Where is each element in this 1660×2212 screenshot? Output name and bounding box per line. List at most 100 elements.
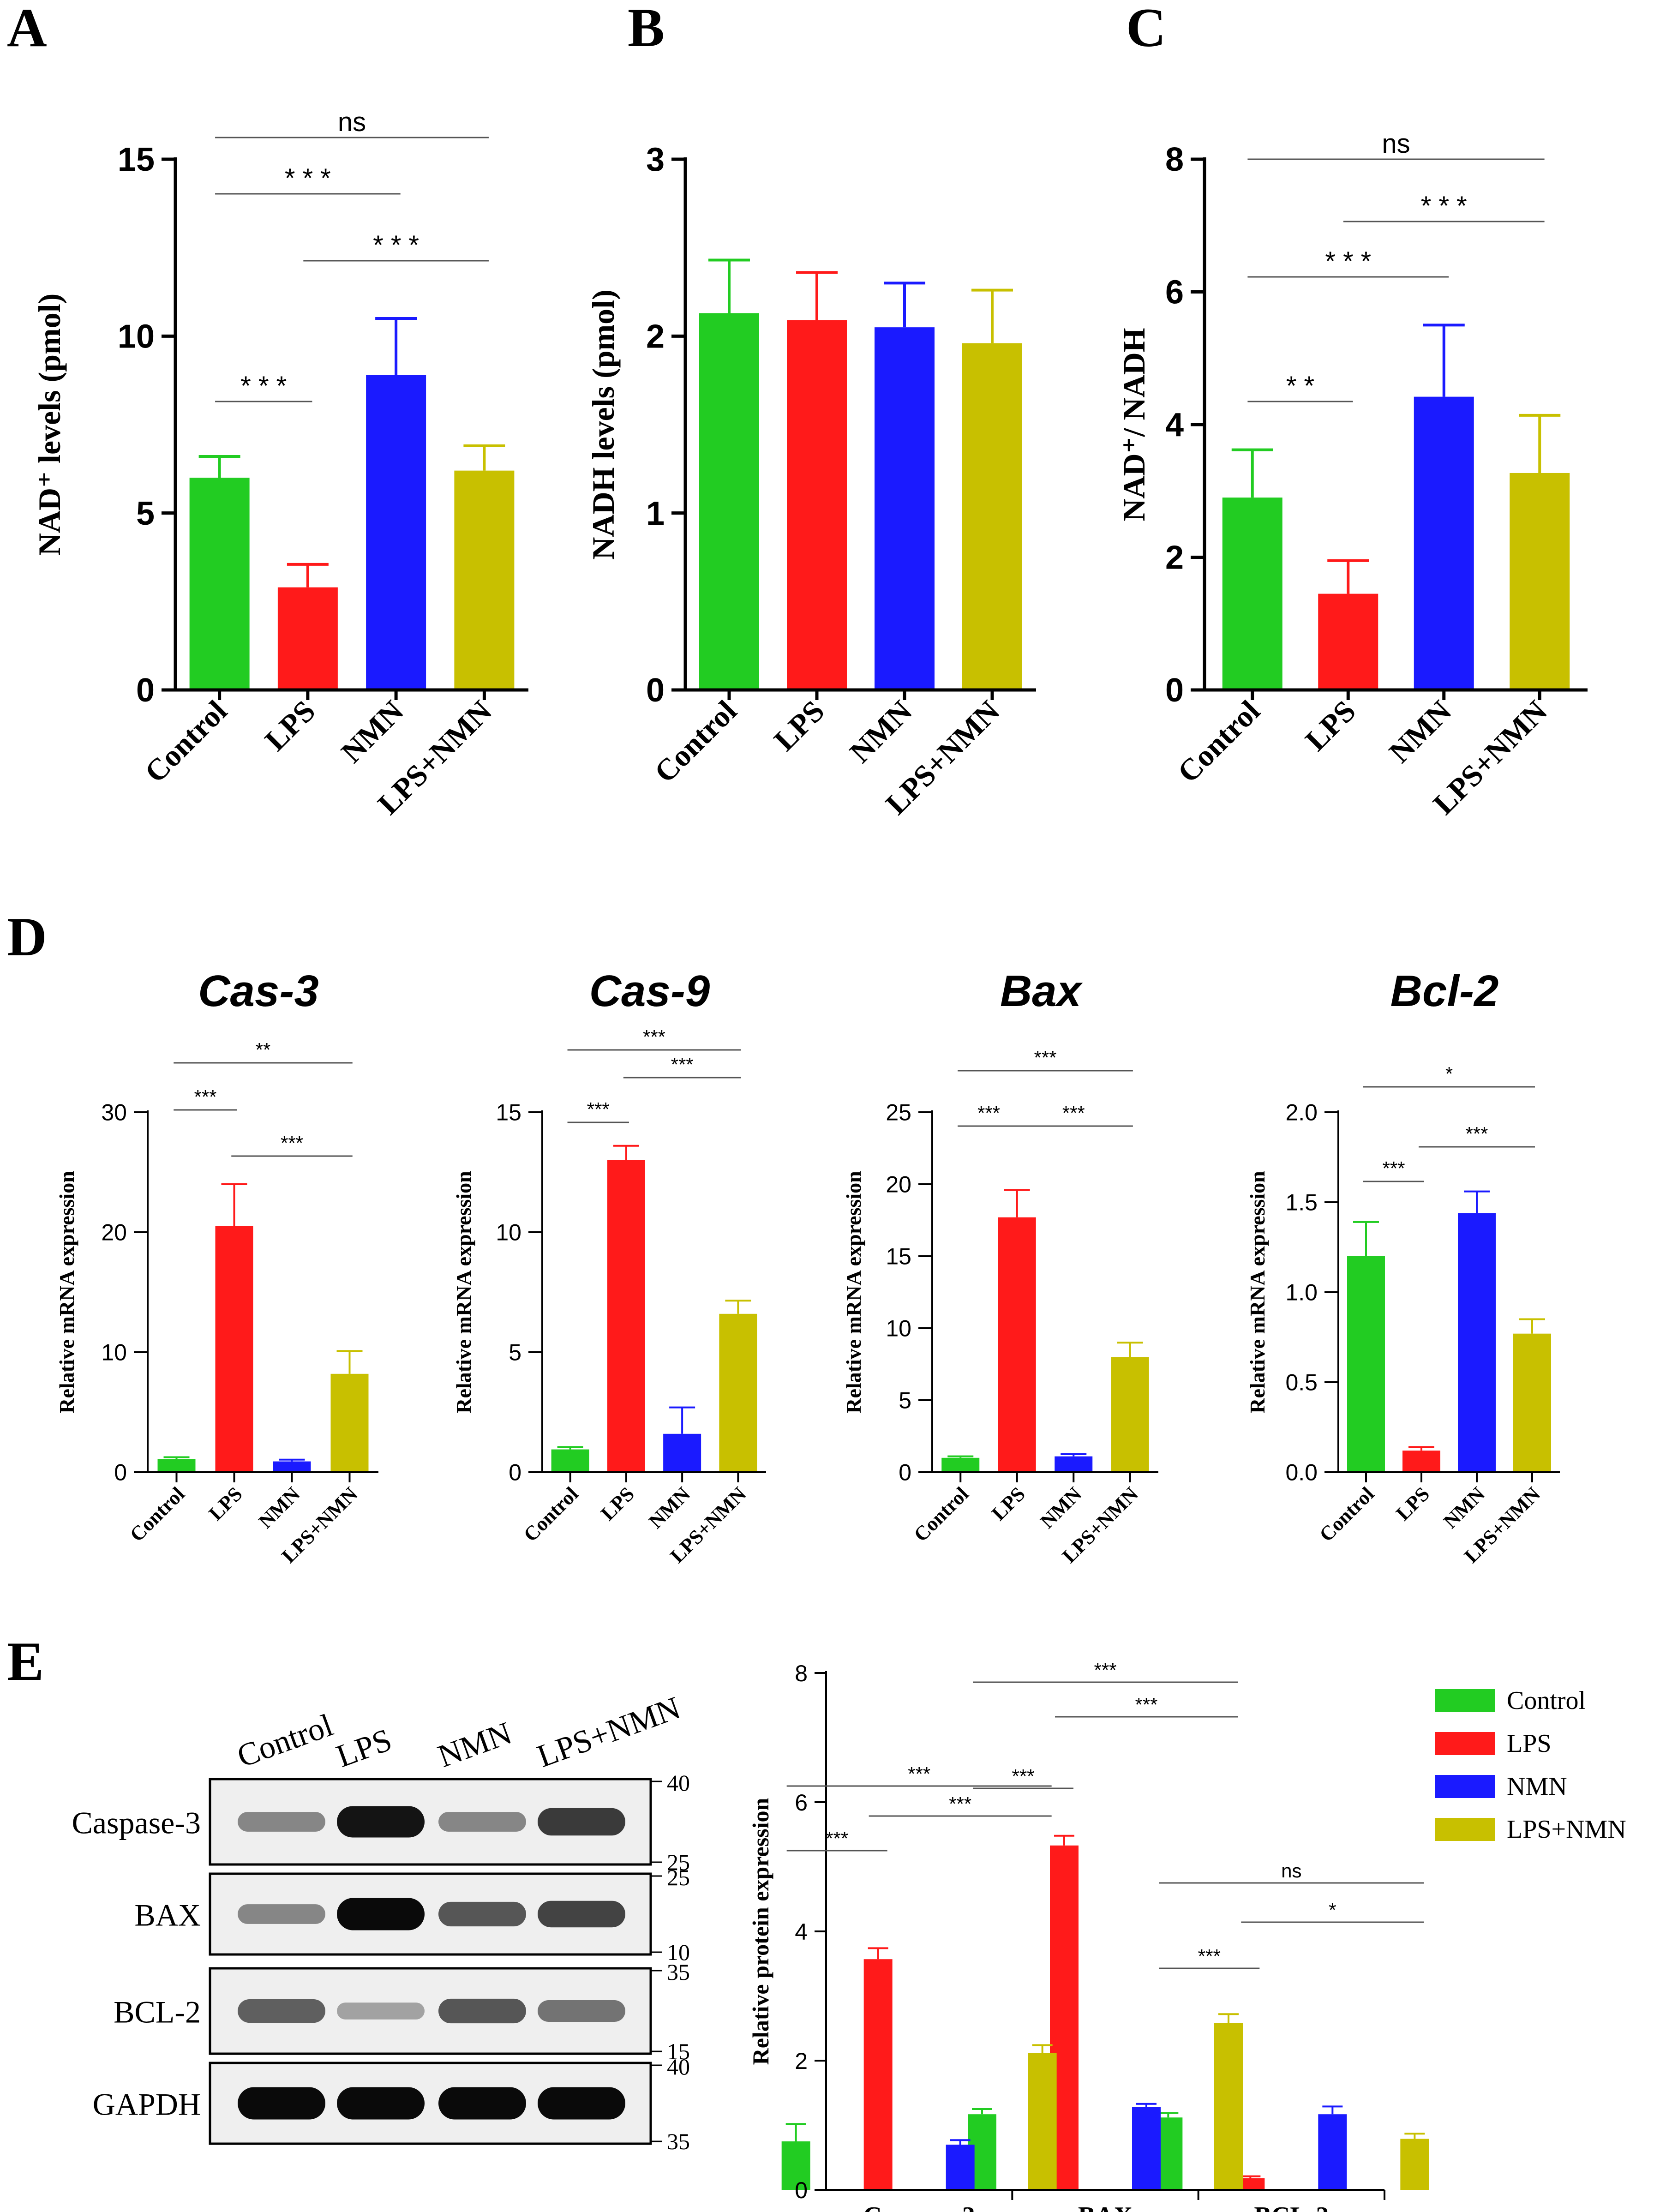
legend-label: LPS <box>1507 1729 1552 1758</box>
category-label: Caspase-3 <box>863 2202 975 2212</box>
y-tick-label: 2 <box>795 2048 808 2074</box>
significance-label: * * * <box>240 371 287 401</box>
significance-label: *** <box>643 1026 665 1048</box>
bar <box>787 320 847 690</box>
mw-marker: 35 <box>667 2128 690 2154</box>
blot-row-label: GAPDH <box>93 2087 201 2122</box>
legend-swatch <box>1435 1689 1495 1712</box>
y-tick-label: 10 <box>101 1340 127 1366</box>
y-tick-label: 0.0 <box>1285 1460 1318 1486</box>
bar <box>330 1373 369 1472</box>
blot-row-label: BAX <box>134 1898 201 1933</box>
blot-row-label: Caspase-3 <box>72 1805 201 1840</box>
significance-label: * <box>1445 1063 1453 1085</box>
bar <box>1214 2023 1243 2190</box>
y-tick-label: 15 <box>496 1100 521 1126</box>
category-label: LPS <box>204 1482 247 1525</box>
bar <box>1222 498 1282 690</box>
significance-label: *** <box>977 1102 1000 1124</box>
blot-band <box>438 1998 526 2024</box>
significance-label: *** <box>1198 1945 1221 1967</box>
y-tick-label: 1.0 <box>1285 1280 1318 1306</box>
y-tick-label: 10 <box>886 1316 911 1342</box>
bar <box>962 343 1022 690</box>
blot-band <box>238 1904 325 1924</box>
y-axis-label: NAD⁺ levels (pmol) <box>32 294 67 556</box>
mw-marker: 25 <box>667 1864 690 1890</box>
bar <box>1318 593 1378 690</box>
significance-label: *** <box>194 1086 216 1108</box>
blot-band <box>337 2087 425 2120</box>
chart-title: Cas-9 <box>589 966 710 1016</box>
legend-label: NMN <box>1507 1772 1567 1801</box>
significance-label: * * * <box>1325 246 1371 276</box>
y-tick-label: 1.5 <box>1285 1190 1318 1216</box>
blot-band <box>238 1812 325 1832</box>
bar <box>273 1461 311 1472</box>
bar <box>1510 473 1570 690</box>
y-tick-label: 8 <box>795 1660 808 1686</box>
bar <box>1414 396 1474 690</box>
blot-band <box>438 2087 526 2120</box>
significance-label: ns <box>338 107 366 137</box>
y-tick-label: 4 <box>795 1919 808 1945</box>
bar <box>1513 1333 1551 1472</box>
significance-label: ns <box>1281 1860 1301 1882</box>
blot-band <box>238 2087 325 2120</box>
blot-band <box>538 2087 625 2120</box>
category-label: LPS <box>1391 1482 1434 1525</box>
significance-label: *** <box>1094 1659 1116 1681</box>
mw-marker: 40 <box>667 2054 690 2080</box>
y-tick-label: 5 <box>899 1388 911 1414</box>
blot-band <box>438 1901 526 1927</box>
significance-label: * <box>1329 1899 1336 1921</box>
bar <box>946 2145 975 2190</box>
significance-label: * * * <box>373 230 419 260</box>
category-label: Control <box>126 1482 189 1546</box>
blot-band <box>238 1999 325 2023</box>
y-axis-label: Relative protein expression <box>748 1798 773 2065</box>
significance-label: *** <box>1062 1102 1085 1124</box>
y-tick-label: 0 <box>114 1460 127 1486</box>
y-tick-label: 8 <box>1165 141 1184 178</box>
bar <box>1111 1357 1149 1472</box>
y-tick-label: 20 <box>886 1172 911 1198</box>
y-axis-label: NAD⁺/ NADH <box>1116 328 1151 521</box>
significance-label: *** <box>671 1054 694 1075</box>
panel-letter-a: A <box>7 0 47 58</box>
y-tick-label: 0 <box>795 2177 808 2203</box>
bar <box>189 478 250 690</box>
bar <box>1402 1451 1440 1472</box>
bar <box>1028 2053 1057 2190</box>
category-label: NMN <box>335 694 410 769</box>
bar <box>719 1313 757 1472</box>
mw-marker: 40 <box>667 1770 690 1796</box>
legend-swatch <box>1435 1775 1495 1798</box>
panel-letter-e: E <box>7 1631 44 1692</box>
legend-label: LPS+NMN <box>1507 1815 1626 1844</box>
y-tick-label: 15 <box>118 141 155 178</box>
significance-label: *** <box>587 1098 610 1120</box>
blot-band <box>337 2002 425 2020</box>
y-tick-label: 5 <box>509 1340 521 1366</box>
panel-letter-d: D <box>7 906 47 967</box>
category-label: Control <box>910 1482 973 1546</box>
significance-label: ns <box>1382 129 1410 159</box>
bar <box>454 470 515 690</box>
chart-protein-expression: 0 2 4 6 8 Caspase-3 BAX BCL-2 Relative protein e… <box>748 1659 1626 2212</box>
y-tick-label: 30 <box>101 1100 127 1126</box>
bar <box>875 327 935 690</box>
panel-letter-c: C <box>1126 0 1166 58</box>
chart-title: Bax <box>1000 966 1083 1016</box>
y-tick-label: 0 <box>899 1460 911 1486</box>
y-tick-label: 15 <box>886 1244 911 1270</box>
category-label: LPS <box>767 694 831 757</box>
significance-label: * * * <box>1421 191 1467 221</box>
y-axis-label: Relative mRNA expression <box>55 1171 78 1414</box>
category-label: NMN <box>254 1482 305 1533</box>
